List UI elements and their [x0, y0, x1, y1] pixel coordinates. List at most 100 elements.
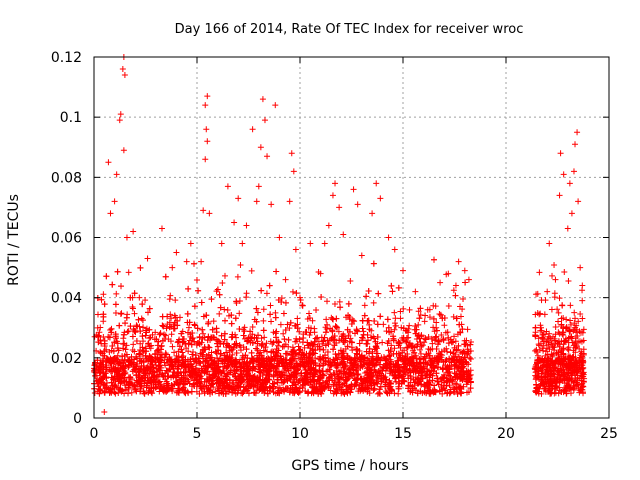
data-point	[215, 360, 222, 367]
data-point	[549, 343, 556, 350]
data-point	[101, 352, 108, 359]
data-point	[175, 348, 182, 355]
data-point	[264, 348, 271, 355]
data-point	[186, 380, 193, 387]
data-point	[277, 374, 284, 381]
data-point	[450, 287, 457, 294]
data-point	[163, 378, 170, 385]
data-point	[459, 306, 466, 313]
data-point	[465, 361, 472, 368]
data-point	[123, 314, 130, 321]
data-point	[417, 378, 424, 385]
data-point	[125, 390, 132, 397]
data-point	[423, 390, 430, 397]
data-point	[434, 341, 441, 348]
data-point	[441, 347, 448, 354]
data-point	[374, 321, 381, 328]
data-point	[103, 273, 110, 280]
data-point	[140, 324, 147, 331]
data-point	[260, 355, 267, 362]
data-point	[146, 364, 153, 371]
data-point	[260, 317, 267, 324]
data-point	[310, 373, 317, 380]
data-point	[160, 373, 167, 380]
data-point	[345, 332, 352, 339]
data-point	[197, 383, 204, 390]
data-point	[287, 373, 294, 380]
data-point	[219, 279, 226, 286]
data-point	[125, 364, 132, 371]
data-point	[361, 376, 368, 383]
data-point	[238, 375, 245, 382]
data-point	[205, 386, 212, 393]
data-point	[130, 341, 137, 348]
chart-title: Day 166 of 2014, Rate Of TEC Index for r…	[175, 22, 524, 37]
data-point	[180, 369, 187, 376]
data-point	[114, 268, 121, 275]
data-point	[211, 371, 218, 378]
data-point	[421, 318, 428, 325]
data-point	[137, 264, 144, 271]
data-point	[414, 390, 421, 397]
data-point	[414, 367, 421, 374]
data-point	[336, 337, 343, 344]
data-point	[225, 388, 232, 395]
data-point	[267, 357, 274, 364]
data-point	[359, 325, 366, 332]
data-point	[142, 297, 149, 304]
data-point	[309, 372, 316, 379]
data-point	[451, 370, 458, 377]
data-point	[210, 334, 217, 341]
data-point	[399, 349, 406, 356]
data-point	[118, 283, 125, 290]
data-point	[272, 330, 279, 337]
data-point	[463, 367, 470, 374]
data-point	[267, 311, 274, 318]
data-point	[151, 374, 158, 381]
data-point	[170, 325, 177, 332]
data-point	[217, 304, 224, 311]
data-point	[341, 361, 348, 368]
data-point	[122, 320, 129, 327]
data-point	[176, 336, 183, 343]
data-point	[445, 302, 452, 309]
data-point	[92, 372, 99, 379]
data-point	[248, 349, 255, 356]
data-point	[311, 360, 318, 367]
data-point	[303, 350, 310, 357]
data-point	[116, 360, 123, 367]
data-point	[249, 364, 256, 371]
data-point	[175, 353, 182, 360]
data-point	[313, 307, 320, 314]
data-point	[346, 338, 353, 345]
data-point	[129, 333, 136, 340]
data-point	[190, 349, 197, 356]
data-point	[555, 390, 562, 397]
data-point	[240, 388, 247, 395]
data-point	[221, 352, 228, 359]
data-point	[196, 334, 203, 341]
data-point	[449, 356, 456, 363]
data-point	[140, 359, 147, 366]
data-point	[242, 352, 249, 359]
data-point	[369, 362, 376, 369]
data-point	[226, 377, 233, 384]
data-point	[192, 365, 199, 372]
data-point	[110, 348, 117, 355]
data-point	[174, 317, 181, 324]
data-point	[366, 345, 373, 352]
data-point	[430, 315, 437, 322]
data-point	[420, 363, 427, 370]
data-point	[321, 354, 328, 361]
data-point	[353, 346, 360, 353]
data-point	[290, 348, 297, 355]
data-point	[160, 323, 167, 330]
data-point	[302, 387, 309, 394]
data-point	[226, 369, 233, 376]
data-point	[395, 284, 402, 291]
data-point	[457, 329, 464, 336]
data-point	[185, 389, 192, 396]
data-point	[101, 340, 108, 347]
data-point	[280, 330, 287, 337]
